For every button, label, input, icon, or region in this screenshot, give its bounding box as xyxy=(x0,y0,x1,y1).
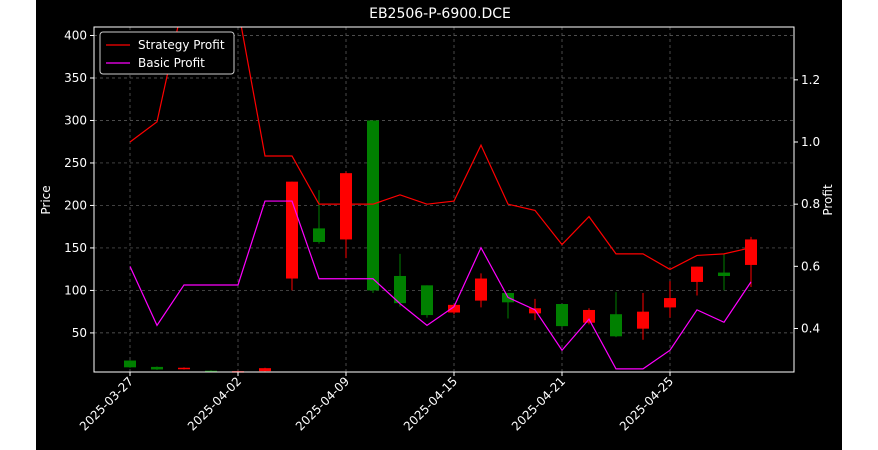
legend-label-strategy: Strategy Profit xyxy=(138,38,225,52)
candle-down xyxy=(610,314,622,337)
profit-lines-layer xyxy=(129,27,752,370)
right-axis-label: Profit xyxy=(821,184,835,216)
candle-up xyxy=(691,266,703,282)
x-tick-label: 2025-04-02 xyxy=(185,374,244,433)
candle-down xyxy=(394,275,406,304)
left-axis: 50 100 150 200 250 300 350 400 xyxy=(64,28,94,340)
left-tick-label: 100 xyxy=(64,283,87,297)
candle-up xyxy=(745,239,757,265)
right-tick-label: 1.0 xyxy=(801,135,820,149)
chart-title: EB2506-P-6900.DCE xyxy=(369,6,511,22)
right-axis: 0.4 0.6 0.8 1.0 1.2 xyxy=(794,73,820,335)
candle-up xyxy=(178,367,190,370)
candle-down xyxy=(718,272,730,276)
candle-down xyxy=(313,228,325,242)
right-tick-label: 0.4 xyxy=(801,321,820,335)
legend: Strategy Profit Basic Profit xyxy=(99,31,235,75)
basic-profit-line xyxy=(129,200,752,370)
grid-layer xyxy=(94,27,794,372)
right-tick-label: 0.6 xyxy=(801,259,820,273)
legend-label-basic: Basic Profit xyxy=(138,56,205,70)
plot-frame xyxy=(93,26,795,373)
x-tick-label: 2025-04-09 xyxy=(293,374,352,433)
chart-svg: EB2506-P-6900.DCE 50 100 150 200 250 300 350 40… xyxy=(39,6,835,433)
candle-down xyxy=(124,360,136,368)
candle-up xyxy=(664,298,676,308)
candle-up xyxy=(475,278,487,301)
left-tick-label: 350 xyxy=(64,71,87,85)
strategy-profit-line xyxy=(129,27,752,271)
left-tick-label: 250 xyxy=(64,156,87,170)
right-tick-label: 1.2 xyxy=(801,73,820,87)
x-tick-label: 2025-04-21 xyxy=(509,374,568,433)
left-tick-label: 150 xyxy=(64,241,87,255)
left-tick-label: 400 xyxy=(64,28,87,42)
candle-up xyxy=(637,311,649,329)
left-tick-label: 200 xyxy=(64,198,87,212)
candle-down xyxy=(421,285,433,316)
x-tick-label: 2025-03-27 xyxy=(77,374,136,433)
candle-up xyxy=(448,304,460,313)
right-tick-label: 0.8 xyxy=(801,197,820,211)
left-axis-label: Price xyxy=(39,185,53,214)
x-axis: 2025-03-27 2025-04-02 2025-04-09 2025-04-15… xyxy=(77,372,676,433)
candle-up xyxy=(286,181,298,279)
candle-down xyxy=(205,370,217,373)
x-tick-label: 2025-04-25 xyxy=(617,374,676,433)
legend-box xyxy=(99,31,235,75)
chart-figure: EB2506-P-6900.DCE 50 100 150 200 250 300 350 40… xyxy=(36,0,842,450)
left-tick-label: 300 xyxy=(64,113,87,127)
candlestick-layer xyxy=(124,120,757,373)
candle-up xyxy=(583,309,595,323)
x-tick-label: 2025-04-15 xyxy=(401,374,460,433)
candle-down xyxy=(151,366,163,370)
candle-up xyxy=(259,368,271,372)
left-tick-label: 50 xyxy=(72,326,87,340)
candle-down xyxy=(556,304,568,327)
candle-down xyxy=(367,120,379,291)
candle-up xyxy=(340,173,352,240)
